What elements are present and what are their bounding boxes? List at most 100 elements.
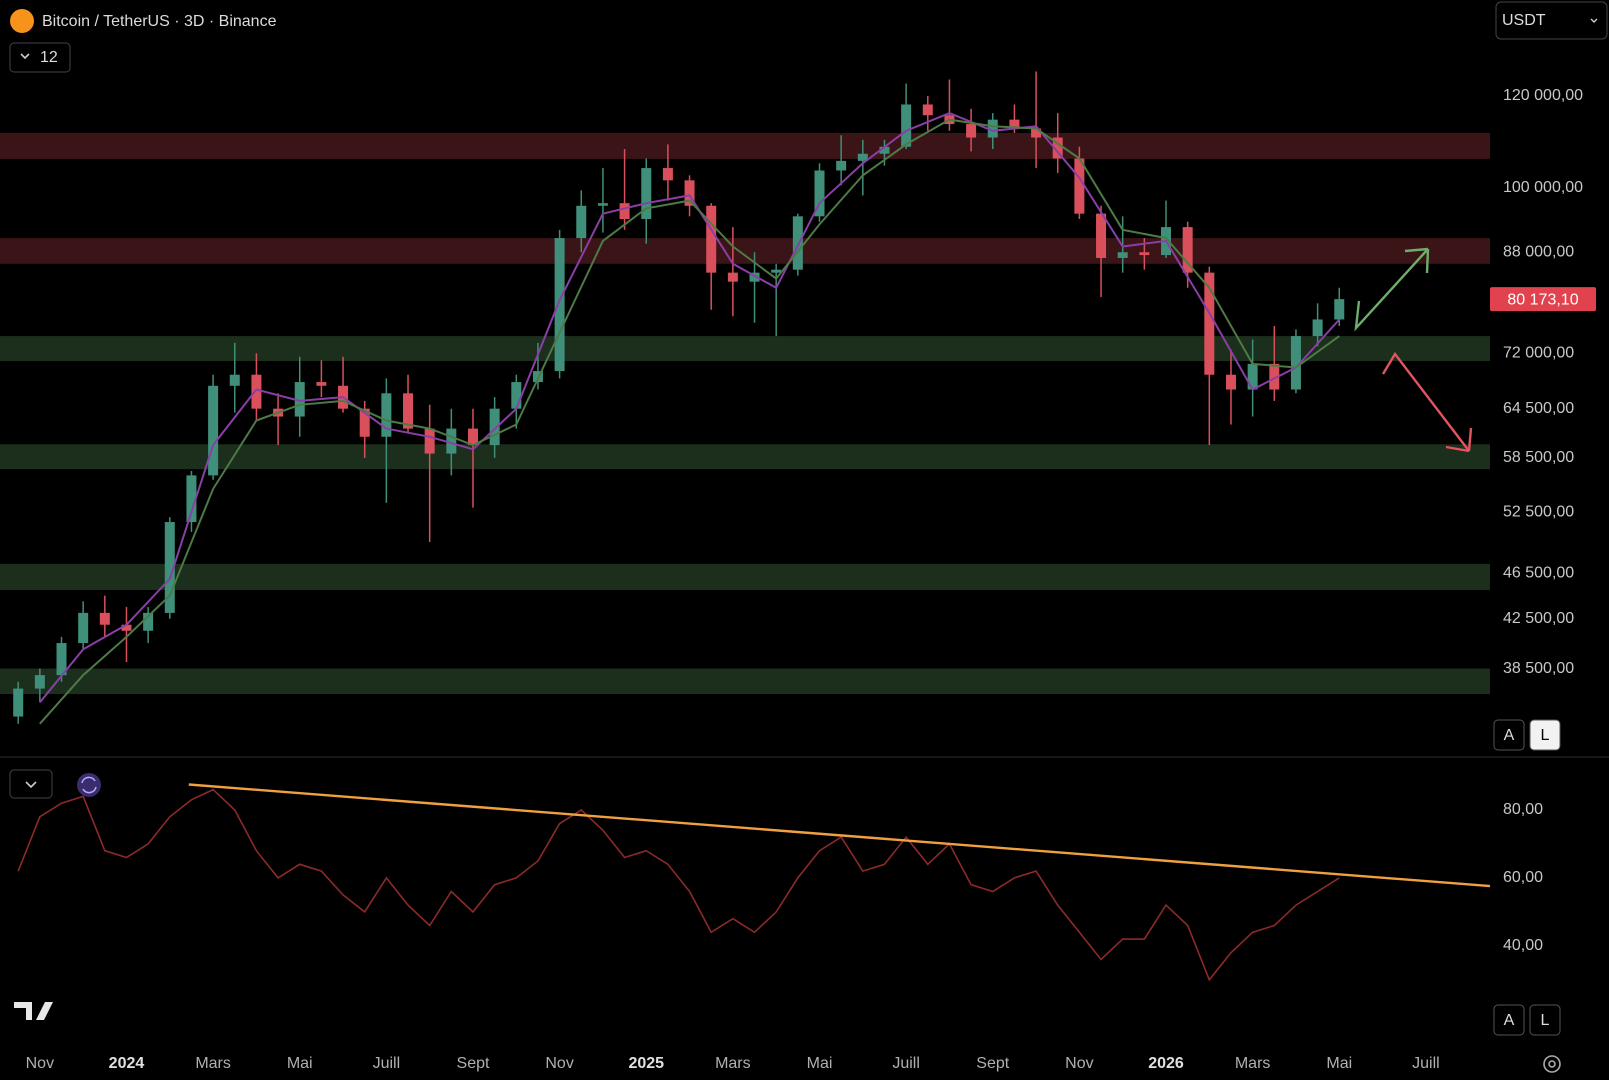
last-price-label: 80 173,10 — [1507, 291, 1578, 308]
candle-body — [359, 408, 370, 437]
overlay: 120 000,00 100 000,00 88 000,00 72 000,00 64… — [26, 87, 1596, 1072]
y-tick-label: 120 000,00 — [1503, 87, 1583, 104]
x-tick-label: Nov — [1065, 1055, 1093, 1072]
scale-button-label: L — [1541, 727, 1550, 744]
candle-body — [1182, 227, 1193, 273]
zone — [0, 563, 1490, 590]
indicator-toggle[interactable] — [9, 42, 71, 73]
candle-body — [771, 269, 782, 273]
y-tick-label: 52 500,00 — [1503, 504, 1574, 521]
candle-body — [1247, 363, 1258, 390]
x-tick-label: Sept — [976, 1055, 1009, 1072]
x-tick-label: Mars — [715, 1055, 751, 1072]
currency-label: USDT — [1502, 12, 1546, 29]
candle-body — [99, 612, 110, 625]
scale-button-label: A — [1504, 727, 1515, 744]
x-tick-label: 2025 — [628, 1055, 664, 1072]
chevron — [20, 53, 30, 60]
x-tick-label: Juill — [1412, 1055, 1440, 1072]
candle-body — [34, 675, 45, 689]
candle-body — [684, 180, 695, 206]
candle-body — [922, 104, 933, 116]
candle-body — [879, 146, 890, 154]
candle-body — [987, 119, 998, 138]
scale-button[interactable] — [1529, 1004, 1561, 1036]
pane-toggle[interactable] — [9, 769, 53, 799]
candle-body — [164, 522, 175, 613]
y-tick-label: 38 500,00 — [1503, 660, 1574, 677]
candle-body — [836, 160, 847, 171]
moving-average — [39, 118, 1340, 725]
candle-body — [554, 238, 565, 372]
trendline — [188, 783, 1491, 888]
candle-body — [1031, 128, 1042, 138]
y-tick-label: 64 500,00 — [1503, 400, 1574, 417]
down-arrow — [1381, 351, 1473, 453]
candle-body — [1204, 272, 1215, 375]
candle-body — [792, 216, 803, 270]
candle-body — [316, 382, 327, 386]
candle-body — [641, 168, 652, 219]
candle-body — [1074, 158, 1085, 214]
candle-body — [749, 272, 760, 282]
scale-button[interactable] — [1529, 719, 1561, 751]
candle-body — [251, 374, 262, 409]
refresh-icon[interactable] — [77, 773, 101, 797]
candle-body — [143, 612, 154, 631]
chevron — [1590, 18, 1598, 23]
settings-icon[interactable] — [1543, 1055, 1561, 1073]
chart-title: Bitcoin / TetherUS · 3D · Binance — [42, 13, 277, 30]
candle-body — [446, 428, 457, 454]
x-tick-label: Juill — [373, 1055, 401, 1072]
candles — [13, 71, 1345, 982]
x-tick-label: Nov — [545, 1055, 573, 1072]
refresh-glyph — [81, 776, 97, 794]
candle-body — [489, 408, 500, 446]
candle-body — [1139, 252, 1150, 256]
zone — [0, 668, 1490, 695]
candle-body — [814, 170, 825, 217]
zone — [0, 336, 1490, 362]
y-tick-label: 72 000,00 — [1503, 344, 1574, 361]
zone — [0, 238, 1490, 264]
x-tick-label: 2024 — [109, 1055, 145, 1072]
candle-body — [619, 203, 630, 219]
candle-body — [56, 643, 67, 676]
candle-body — [1225, 374, 1236, 390]
scale-button[interactable] — [1493, 719, 1525, 751]
x-tick-label: Mai — [287, 1055, 313, 1072]
candle-body — [1096, 213, 1107, 258]
y-tick-label: 40,00 — [1503, 937, 1543, 954]
candle-body — [597, 203, 608, 206]
candle-body — [662, 168, 673, 181]
y-tick-label: 60,00 — [1503, 869, 1543, 886]
candle-body — [1312, 319, 1323, 337]
candle-body — [966, 124, 977, 138]
y-tick-label: 80,00 — [1503, 801, 1543, 818]
candle-body — [424, 428, 435, 454]
last-price-badge — [1490, 287, 1596, 312]
x-tick-label: Mars — [195, 1055, 231, 1072]
candle-body — [229, 374, 240, 386]
scale-button-label: L — [1541, 1012, 1550, 1029]
x-tick-label: Mai — [807, 1055, 833, 1072]
candle-body — [901, 104, 912, 147]
x-tick-label: 2026 — [1148, 1055, 1184, 1072]
candle-body — [78, 612, 89, 644]
candle-body — [121, 624, 132, 631]
candle-body — [403, 393, 414, 429]
candle-body — [294, 382, 305, 417]
indicator-count: 12 — [40, 49, 58, 66]
scale-button[interactable] — [1493, 1004, 1525, 1036]
up-arrow — [1354, 247, 1430, 332]
y-tick-label: 88 000,00 — [1503, 243, 1574, 260]
currency-select[interactable] — [1495, 1, 1608, 40]
candle-body — [857, 153, 868, 161]
candle-body — [381, 393, 392, 437]
zones — [0, 133, 1490, 695]
candle-body — [1009, 119, 1020, 129]
y-tick-label: 100 000,00 — [1503, 179, 1583, 196]
moving-average — [39, 112, 1341, 704]
